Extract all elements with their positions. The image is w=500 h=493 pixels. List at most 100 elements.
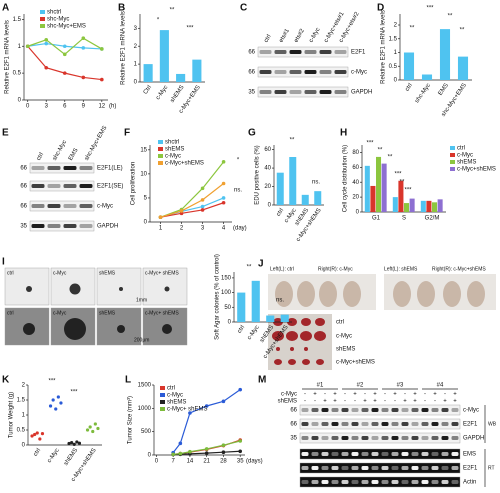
panel-letter: J xyxy=(258,259,264,270)
point xyxy=(81,36,86,40)
y-axis-label: Cell proliferation xyxy=(131,162,137,205)
band xyxy=(391,422,399,426)
tumor-label: shEMS xyxy=(336,347,355,353)
legend-label: c-Myc+ shEMS xyxy=(167,407,208,413)
band xyxy=(361,422,369,426)
significance: * xyxy=(237,158,240,164)
legend-swatch xyxy=(160,386,165,390)
legend-swatch xyxy=(40,24,45,28)
x-tick-label: 6 xyxy=(63,104,67,110)
significance: ns. xyxy=(234,188,242,194)
bar xyxy=(381,163,387,212)
sign: + xyxy=(443,399,447,405)
y-tick-label: 0 xyxy=(22,443,26,449)
blot-strip xyxy=(299,476,461,488)
blot-strip xyxy=(299,432,461,444)
sign: - xyxy=(384,399,386,405)
point xyxy=(221,450,226,455)
legend-swatch xyxy=(40,10,45,14)
band xyxy=(401,422,409,426)
band xyxy=(259,50,272,54)
band xyxy=(371,480,379,484)
band xyxy=(411,422,419,426)
band xyxy=(421,436,429,440)
point xyxy=(204,451,209,455)
y-tick-label: 1 xyxy=(394,50,398,56)
sign: - xyxy=(364,392,366,398)
marker: 35 xyxy=(20,224,27,230)
dot xyxy=(72,442,76,446)
y-axis-label: Relative E2F1 mRNA levels xyxy=(381,10,387,84)
band xyxy=(441,480,449,484)
image-label: c-Myc+ shEMS xyxy=(145,310,179,316)
band xyxy=(321,408,329,412)
band xyxy=(63,204,77,208)
bar xyxy=(457,56,469,80)
y-tick-label: 0 xyxy=(268,203,272,209)
y-tick-label: 0.5 xyxy=(13,71,22,77)
group-label: #3 xyxy=(397,383,404,389)
blot-strip xyxy=(257,86,349,98)
x-tick-label: ctrl xyxy=(276,208,286,218)
scale-label: 200μm xyxy=(134,337,149,343)
blot-strip xyxy=(299,418,461,430)
point xyxy=(221,443,226,448)
band-label: E2F1 xyxy=(463,466,478,472)
band xyxy=(274,50,287,54)
panel-letter: B xyxy=(118,3,125,14)
band xyxy=(381,452,389,456)
significance: *** xyxy=(404,188,412,194)
band xyxy=(341,452,349,456)
band xyxy=(441,452,449,456)
marker: 66 xyxy=(20,166,27,172)
x-tick-label: 4 xyxy=(222,226,226,232)
band xyxy=(304,70,317,74)
lane-label: ctrl xyxy=(36,152,45,162)
sign: + xyxy=(333,392,337,398)
band xyxy=(321,436,329,440)
band xyxy=(341,422,349,426)
legend-label: c-Myc xyxy=(457,153,473,159)
band xyxy=(351,480,359,484)
band xyxy=(311,480,319,484)
y-tick-label: 15 xyxy=(140,147,147,153)
band xyxy=(351,408,359,412)
bar xyxy=(266,315,275,322)
panel-letter: L xyxy=(125,375,131,386)
sign: - xyxy=(354,399,356,405)
group-label: #4 xyxy=(437,383,444,389)
point xyxy=(188,449,192,454)
significance: ** xyxy=(448,14,453,20)
band-label: c-Myc xyxy=(351,70,367,76)
dot xyxy=(48,404,53,408)
lane-label: shc-Myc xyxy=(52,139,68,161)
band xyxy=(421,466,429,470)
y-tick-label: 1 xyxy=(22,413,26,419)
legend-swatch xyxy=(160,407,165,411)
marker: 35 xyxy=(248,90,255,96)
legend-label: shEMS xyxy=(167,400,186,406)
band xyxy=(319,90,332,94)
band xyxy=(371,466,379,470)
x-tick-label: 3 xyxy=(45,104,49,110)
sign: + xyxy=(363,399,367,405)
y-axis-label: Soft Agar colonies (% of control) xyxy=(215,254,221,340)
sign: - xyxy=(434,399,436,405)
legend-swatch xyxy=(158,154,163,158)
point xyxy=(81,75,86,80)
dot xyxy=(38,437,42,441)
band xyxy=(321,422,329,426)
bar xyxy=(176,73,186,82)
band xyxy=(371,452,379,456)
band xyxy=(381,422,389,426)
bar xyxy=(432,202,438,212)
tumor-label: c-Myc+shEMS xyxy=(336,360,375,366)
point xyxy=(221,399,226,404)
y-tick-label: 1.5 xyxy=(389,36,398,42)
x-tick-label: ctrl xyxy=(404,83,414,93)
dot xyxy=(75,440,79,444)
significance: ** xyxy=(170,8,175,14)
legend-label: shctrl xyxy=(47,10,61,16)
band xyxy=(421,422,429,426)
band xyxy=(331,452,339,456)
